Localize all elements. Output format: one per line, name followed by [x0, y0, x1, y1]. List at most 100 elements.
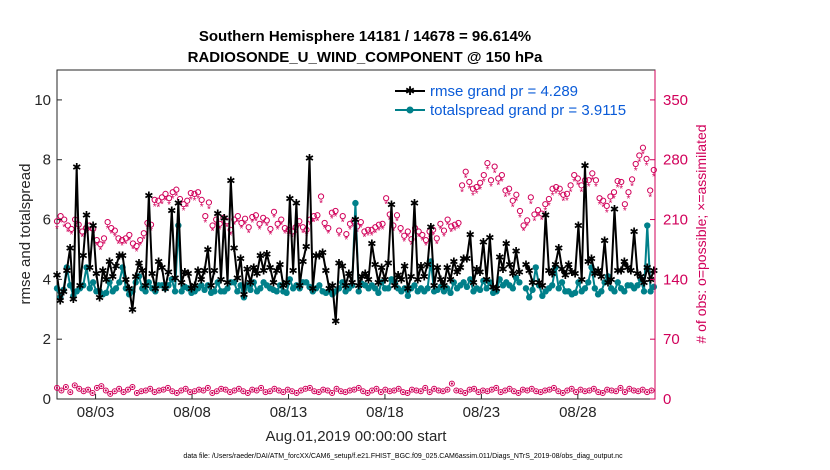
obs-possible-point	[455, 219, 462, 227]
totalspread-point	[460, 279, 467, 286]
obs-assimilated-point: *	[203, 218, 207, 229]
rmse-point: ✱	[643, 262, 652, 274]
rmse-point: ✱	[134, 258, 143, 270]
rmse-point: ✱	[512, 246, 521, 258]
rmse-point: ✱	[403, 283, 412, 295]
rmse-point: ✱	[315, 250, 324, 262]
obs-assimilated-point: *	[153, 202, 157, 213]
totalspread-point	[168, 276, 175, 283]
obs-bottom-assimilated-point	[464, 391, 467, 395]
obs-bottom-assimilated-point	[268, 390, 272, 393]
obs-possible-point	[281, 224, 288, 232]
rmse-point: ✱	[246, 277, 255, 289]
rmse-point: ✱	[167, 206, 176, 218]
rmse-point: ✱	[69, 294, 78, 306]
rmse-point: ✱	[200, 265, 209, 277]
obs-bottom-assimilated-point	[157, 389, 161, 392]
obs-bottom-assimilated-point	[353, 388, 356, 391]
obs-bottom-possible-point	[200, 387, 207, 394]
obs-possible-point	[625, 189, 632, 196]
obs-bottom-possible-point	[85, 386, 92, 393]
obs-bottom-assimilated-point	[189, 391, 192, 394]
rmse-point: ✱	[616, 265, 625, 277]
obs-assimilated-point: *	[131, 245, 135, 256]
rmse-point: ✱	[105, 256, 114, 268]
obs-bottom-assimilated-point	[570, 387, 573, 390]
obs-possible-point	[64, 222, 71, 229]
obs-bottom-possible-point	[417, 388, 424, 395]
obs-possible-point	[404, 228, 411, 235]
obs-bottom-possible-point	[515, 390, 522, 397]
obs-possible-point	[491, 163, 498, 170]
obs-bottom-assimilated-point	[184, 387, 187, 390]
obs-possible-point	[191, 190, 198, 198]
obs-assimilated-point: *	[395, 216, 399, 227]
obs-bottom-possible-point	[471, 385, 478, 392]
obs-assimilated-point: *	[341, 217, 345, 228]
obs-assimilated-point: *	[590, 175, 594, 186]
obs-bottom-assimilated-point	[606, 388, 609, 391]
obs-bottom-assimilated-point	[82, 390, 85, 393]
obs-assimilated-point: *	[319, 198, 323, 209]
obs-bottom-assimilated-point	[291, 390, 294, 393]
obs-possible-point	[100, 235, 108, 242]
obs-bottom-possible-point	[528, 385, 535, 392]
rmse-point: ✱	[92, 268, 101, 280]
obs-assimilated-point: *	[59, 218, 63, 229]
obs-assimilated-point: *	[84, 229, 88, 240]
obs-assimilated-point: *	[102, 239, 106, 250]
obs-possible-point	[589, 170, 596, 177]
totalspread-point	[112, 285, 120, 292]
rmse-point: ✱	[275, 259, 284, 271]
obs-assimilated-point: *	[529, 199, 533, 210]
obs-possible-point	[639, 144, 647, 151]
obs-bottom-possible-point	[253, 387, 260, 394]
rmse-line	[56, 157, 521, 323]
rmse-point: ✱	[472, 264, 481, 276]
obs-bottom-possible-point	[373, 385, 380, 392]
rmse-point: ✱	[492, 283, 501, 295]
rmse-point: ✱	[111, 261, 120, 273]
totalspread-point	[644, 222, 651, 229]
rmse-point: ✱	[252, 268, 261, 280]
obs-bottom-assimilated-point	[339, 390, 343, 393]
obs-assimilated-point: *	[174, 192, 178, 203]
obs-possible-point	[618, 178, 625, 186]
obs-bottom-assimilated-point	[552, 386, 556, 389]
rmse-point: ✱	[449, 256, 458, 268]
obs-possible-point	[440, 227, 448, 234]
obs-possible-point	[155, 197, 162, 204]
obs-bottom-assimilated-point	[282, 391, 285, 394]
rmse-point: ✱	[413, 274, 422, 286]
rmse-point: ✱	[498, 264, 507, 276]
obs-possible-point	[104, 219, 111, 226]
series-layer: ** * * ** ** * * ** *** * ** * * ** **** ** * * * ** ** * ** * *…	[52, 144, 658, 397]
obs-possible-point	[336, 227, 343, 234]
obs-possible-point	[487, 177, 495, 184]
obs-possible-point	[542, 201, 549, 208]
obs-bottom-assimilated-point	[220, 387, 223, 390]
rmse-point: ✱	[220, 213, 229, 225]
obs-bottom-assimilated-point	[175, 391, 178, 395]
rmse-point: ✱	[380, 274, 389, 286]
rmse-point: ✱	[590, 268, 599, 280]
rmse-point: ✱	[344, 268, 353, 280]
rmse-point: ✱	[639, 277, 648, 289]
obs-bottom-assimilated-point	[375, 387, 378, 390]
rmse-point: ✱	[190, 280, 199, 292]
rmse-point: ✱	[125, 283, 134, 295]
rmse-point: ✱	[548, 268, 557, 280]
rmse-point: ✱	[469, 277, 478, 289]
obs-bottom-assimilated-point	[215, 390, 218, 393]
rmse-point: ✱	[243, 264, 252, 276]
obs-bottom-assimilated-point	[64, 385, 67, 389]
totalspread-point	[480, 277, 487, 285]
totalspread-point	[145, 279, 153, 286]
obs-bottom-assimilated-point	[153, 391, 156, 394]
rmse-point: ✱	[351, 215, 360, 227]
rmse-point: ✱	[482, 274, 491, 286]
obs-assimilated-point: *	[261, 219, 265, 230]
obs-assimilated-point: *	[283, 229, 287, 240]
obs-assimilated-point: *	[272, 213, 276, 224]
rmse-point: ✱	[52, 270, 61, 282]
